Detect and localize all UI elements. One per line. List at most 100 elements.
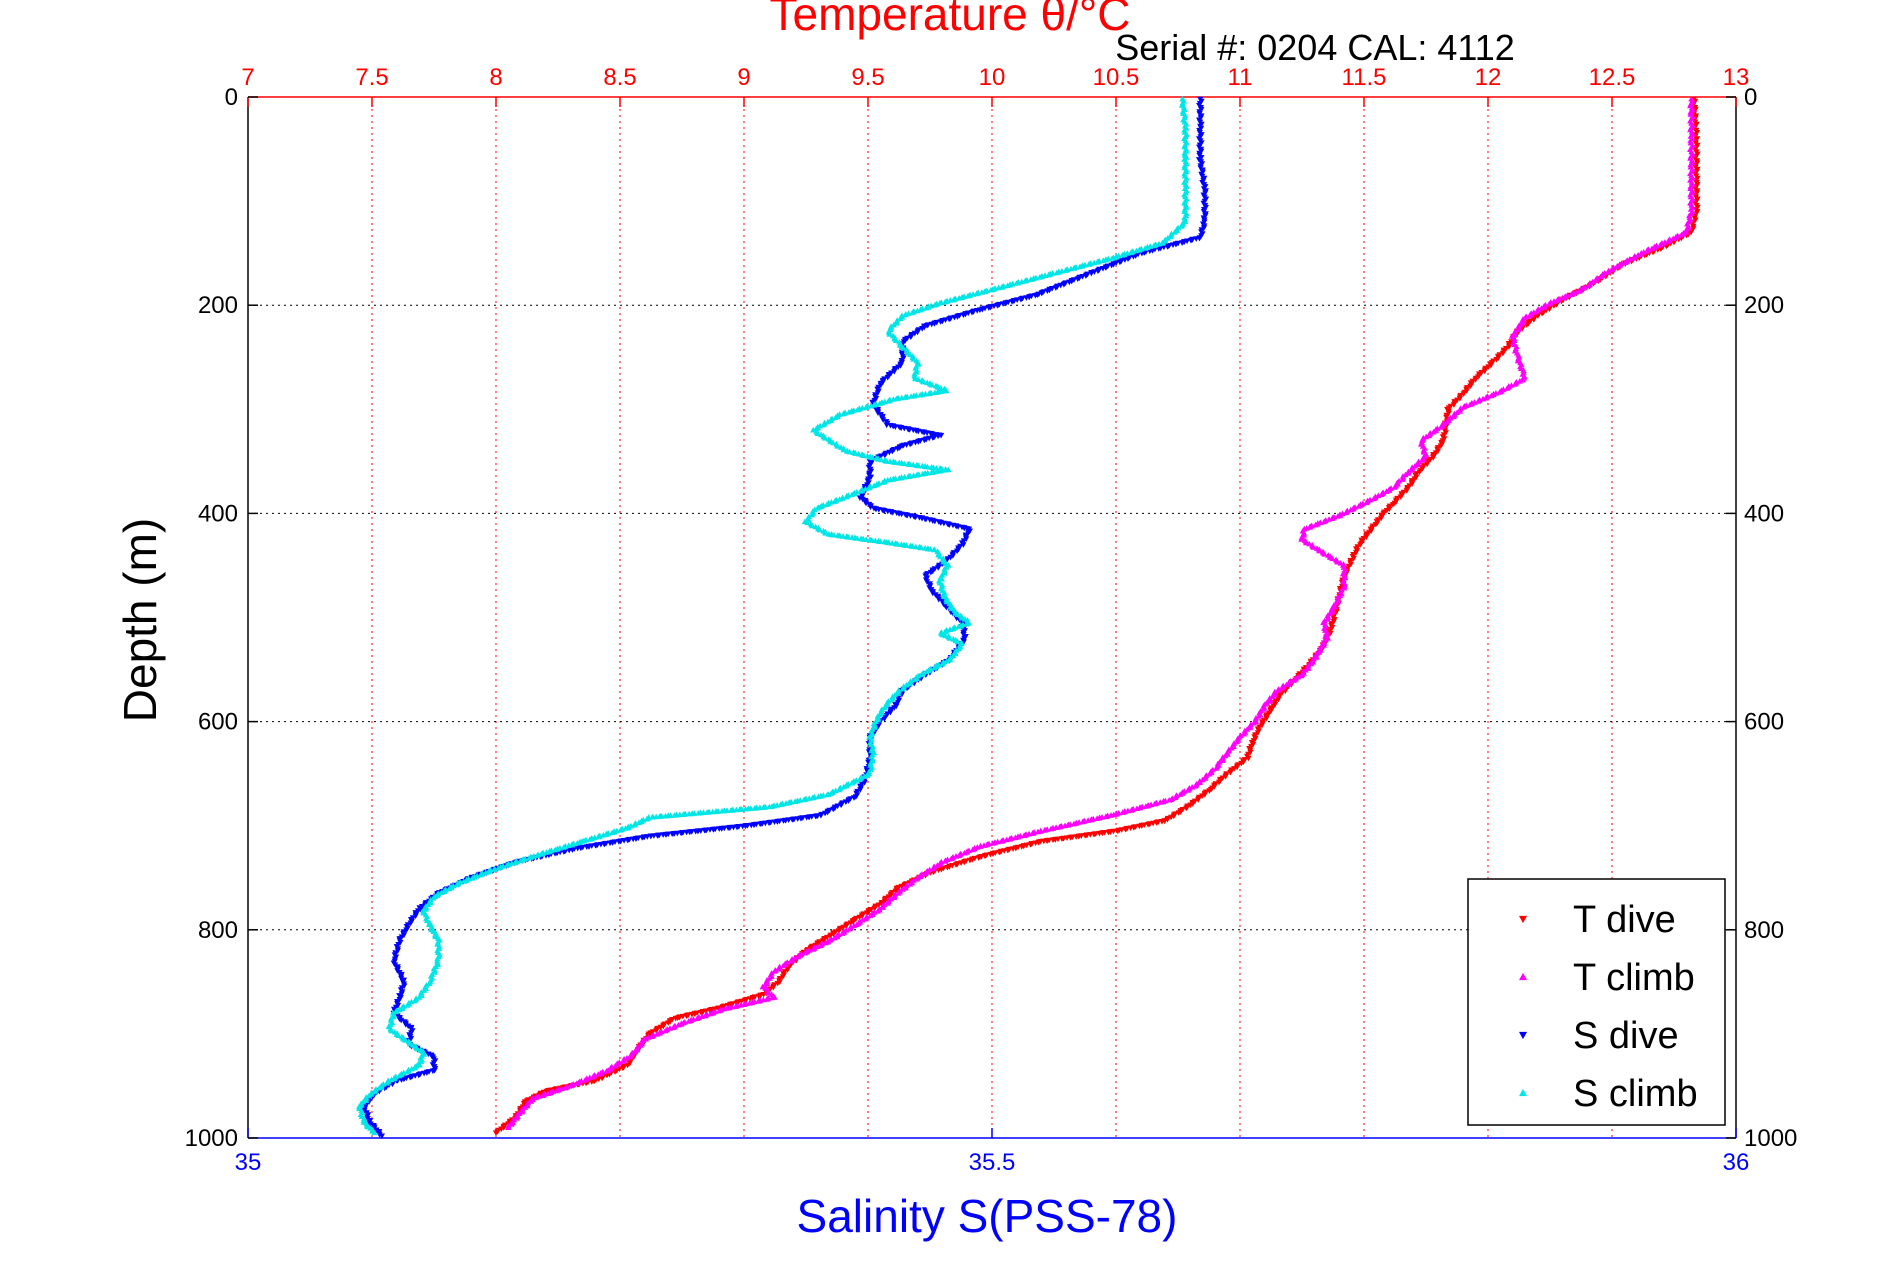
data-point xyxy=(794,953,802,960)
right-depth-tick-label: 1000 xyxy=(1744,1125,1797,1152)
bottom-tick-label: 35 xyxy=(235,1149,262,1176)
data-point xyxy=(782,800,790,806)
data-point xyxy=(1084,817,1092,823)
data-point xyxy=(910,472,917,479)
data-point xyxy=(903,542,910,548)
data-point xyxy=(1665,238,1672,244)
data-point xyxy=(1082,832,1089,839)
data-point xyxy=(635,819,643,826)
data-point xyxy=(482,869,489,876)
data-point xyxy=(800,796,808,803)
data-point xyxy=(892,459,899,465)
data-point xyxy=(544,1090,552,1096)
data-point xyxy=(360,1119,367,1125)
data-point xyxy=(1004,282,1011,289)
data-point xyxy=(1630,255,1637,261)
data-point xyxy=(701,827,708,834)
data-point xyxy=(697,1009,705,1016)
data-point xyxy=(1559,294,1566,301)
data-point xyxy=(388,1027,395,1034)
data-point xyxy=(835,786,843,793)
data-point xyxy=(941,570,948,576)
data-point xyxy=(885,397,892,404)
data-point xyxy=(1283,681,1290,688)
data-point xyxy=(894,690,902,696)
data-point xyxy=(1093,815,1101,822)
bottom-tick-label: 35.5 xyxy=(969,1149,1016,1176)
data-point xyxy=(1321,550,1328,557)
data-point xyxy=(902,311,909,318)
data-point xyxy=(955,623,962,630)
data-point xyxy=(1568,291,1575,298)
data-point xyxy=(1526,312,1533,319)
data-point xyxy=(603,1067,610,1074)
data-point xyxy=(748,822,755,829)
data-point xyxy=(963,620,970,627)
data-point xyxy=(1430,428,1437,435)
data-point xyxy=(560,844,567,850)
data-point xyxy=(707,1010,714,1017)
data-point xyxy=(503,862,510,868)
data-point xyxy=(977,843,984,849)
data-point xyxy=(964,292,972,299)
data-point xyxy=(1102,813,1109,820)
data-point xyxy=(411,997,419,1004)
data-point xyxy=(1020,832,1028,839)
data-point xyxy=(940,388,948,394)
data-point xyxy=(791,798,799,805)
data-point xyxy=(416,1061,423,1068)
data-point xyxy=(1325,516,1333,522)
data-point xyxy=(1027,276,1035,282)
data-point xyxy=(899,685,906,692)
top-tick-label: 12.5 xyxy=(1589,64,1636,91)
data-point xyxy=(1298,536,1305,542)
data-point xyxy=(950,652,957,659)
data-point xyxy=(905,473,912,480)
data-point xyxy=(931,664,938,671)
data-point xyxy=(1425,432,1433,439)
data-point xyxy=(759,983,766,990)
data-point xyxy=(1443,418,1451,425)
data-point xyxy=(1045,271,1052,278)
data-point xyxy=(831,934,838,941)
data-point xyxy=(1391,484,1398,490)
data-point xyxy=(824,418,832,425)
data-point xyxy=(1119,251,1126,258)
data-point xyxy=(820,421,827,428)
data-point xyxy=(1157,799,1164,805)
top-tick-label: 9 xyxy=(737,64,750,91)
data-point xyxy=(1228,744,1235,751)
data-point xyxy=(1324,615,1331,622)
data-point xyxy=(937,553,944,560)
legend: T dive T climb S dive S climb xyxy=(1467,878,1726,1126)
right-depth-tick-label: 600 xyxy=(1744,709,1784,736)
data-point xyxy=(898,394,905,401)
data-point xyxy=(1503,385,1511,391)
data-point xyxy=(1266,698,1273,704)
data-point xyxy=(824,791,831,798)
data-point xyxy=(862,915,869,922)
x-axis-label-salinity: Salinity S(PSS-78) xyxy=(797,1190,1178,1242)
data-point xyxy=(840,446,847,453)
data-point xyxy=(469,874,476,881)
data-point xyxy=(595,833,602,840)
data-point xyxy=(816,526,824,533)
data-point xyxy=(822,939,829,946)
data-point xyxy=(931,518,938,525)
data-point xyxy=(567,1082,574,1089)
data-point xyxy=(1370,495,1377,502)
data-point xyxy=(911,676,918,683)
data-point xyxy=(907,393,915,399)
data-point xyxy=(943,598,950,605)
data-point xyxy=(891,894,898,901)
data-point xyxy=(1274,687,1282,693)
legend-marker-t-climb xyxy=(1518,972,1528,981)
data-point xyxy=(903,681,910,688)
data-point xyxy=(477,871,484,878)
data-point xyxy=(421,987,428,993)
data-point xyxy=(492,1130,500,1137)
data-point xyxy=(1058,836,1066,842)
data-point xyxy=(1151,800,1158,807)
data-point xyxy=(637,1042,644,1048)
data-point xyxy=(910,356,917,362)
